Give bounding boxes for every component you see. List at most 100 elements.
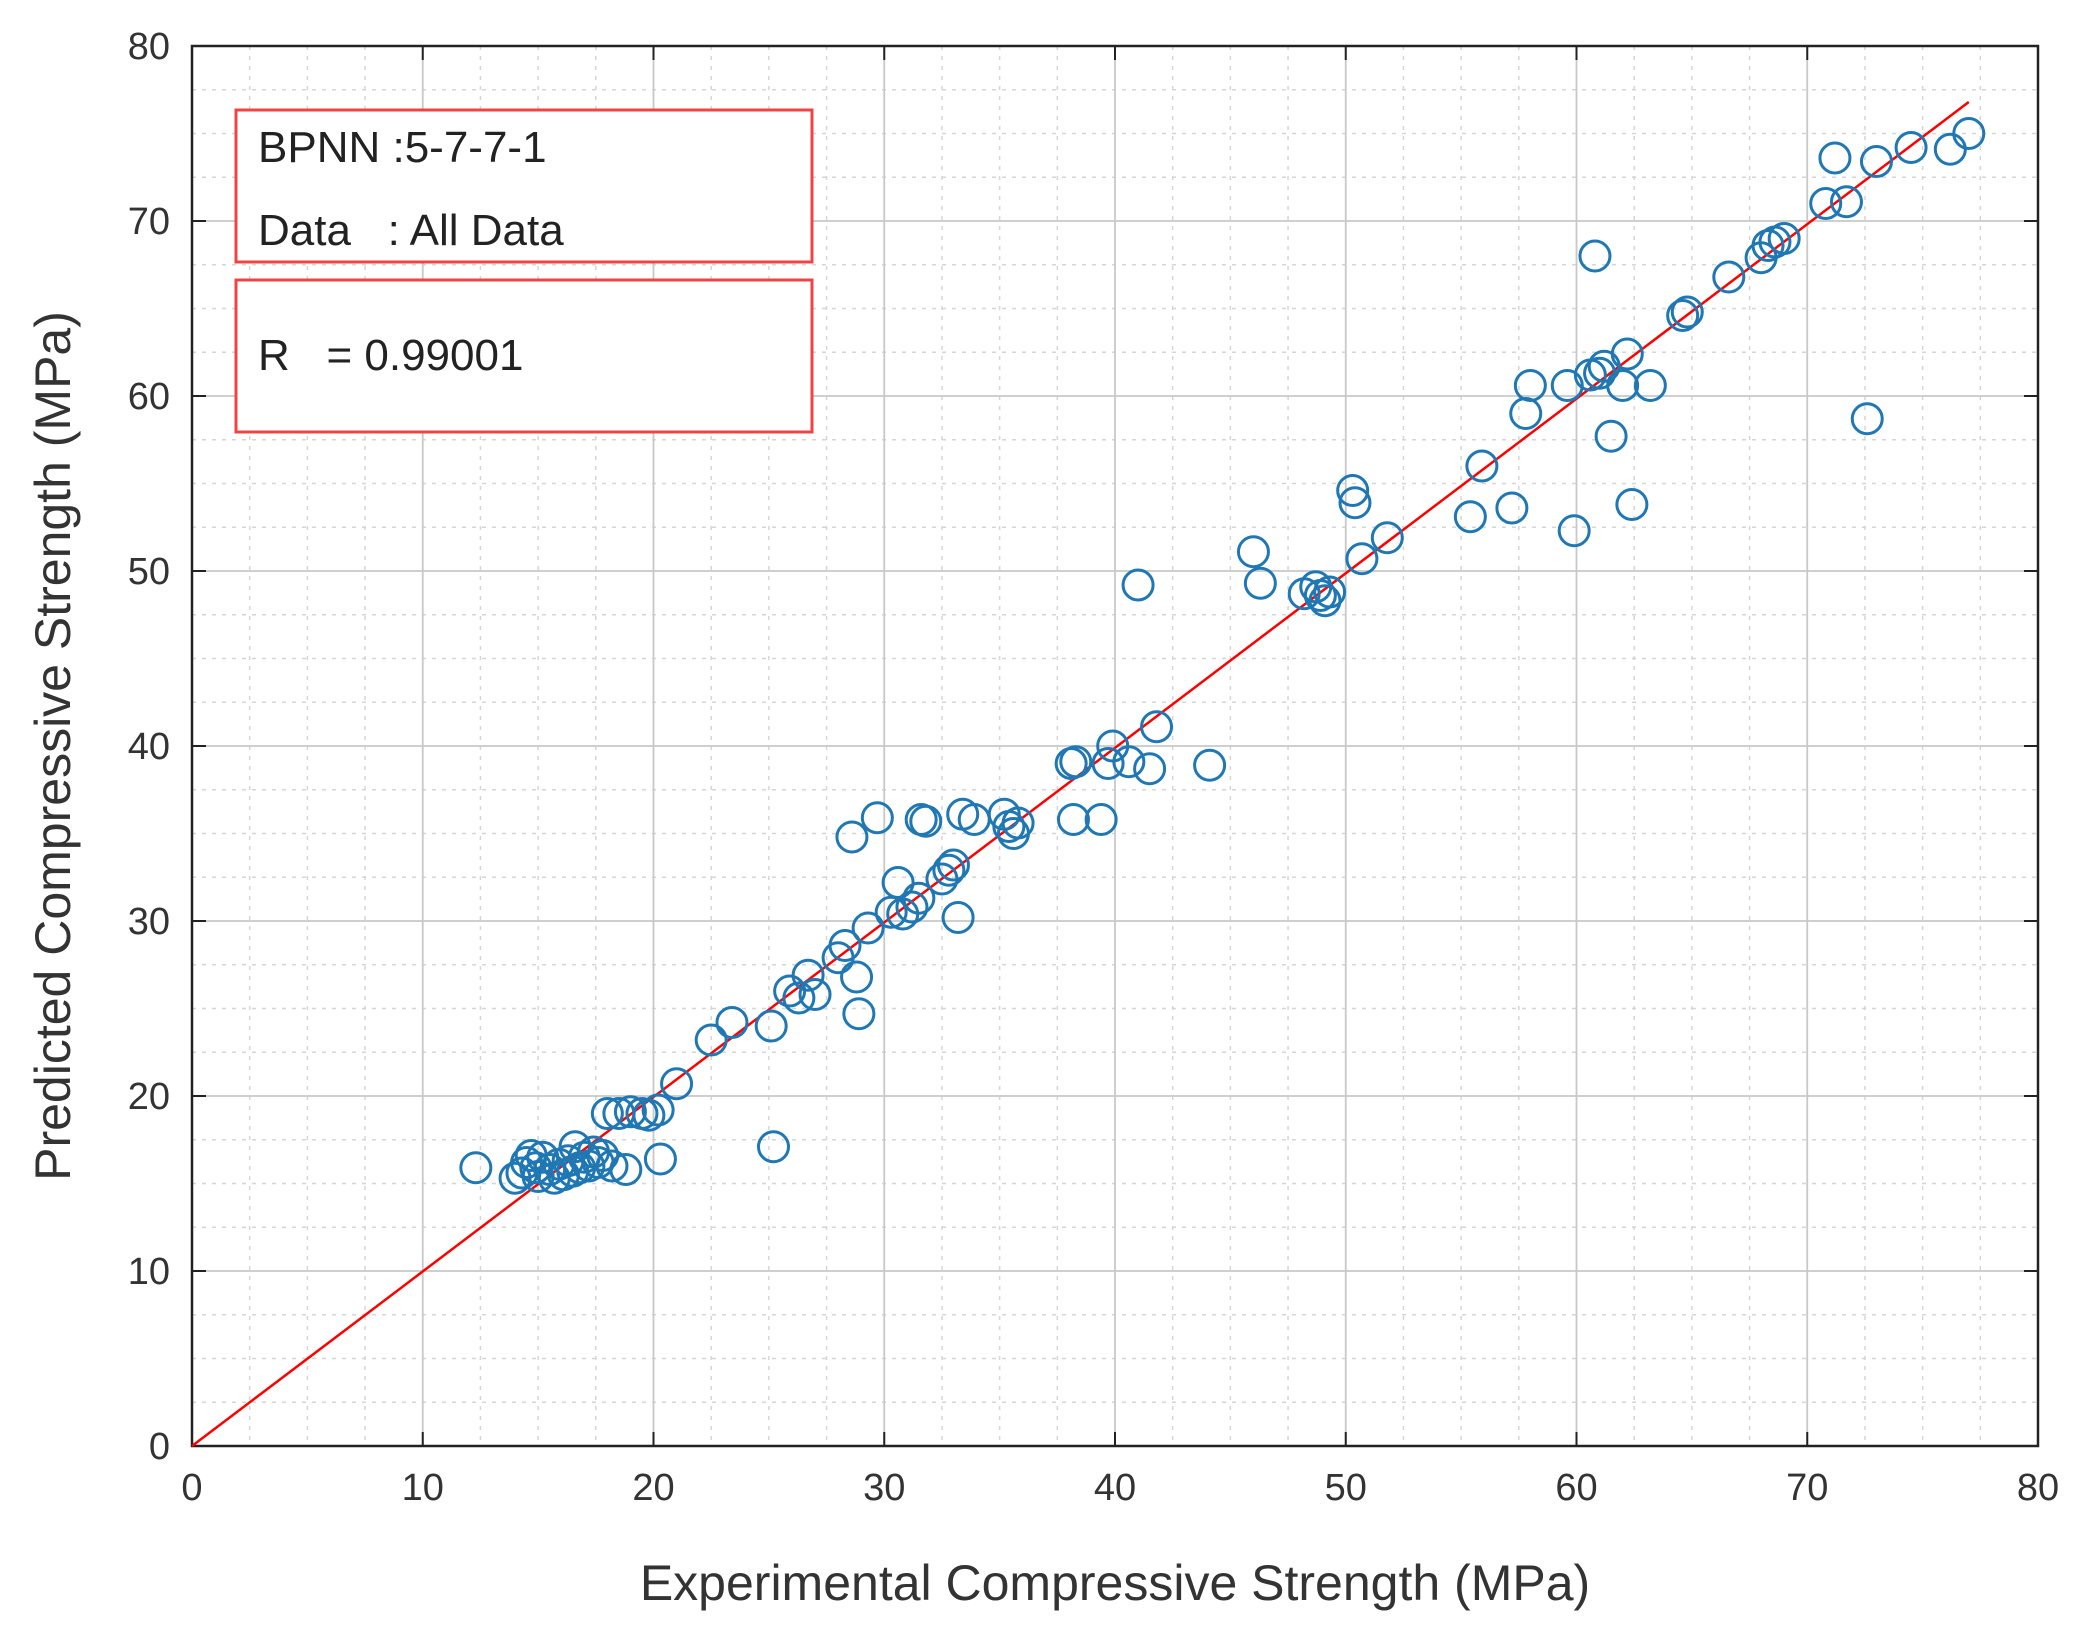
data-point: [1236, 535, 1270, 569]
x-tick-label: 30: [863, 1467, 905, 1509]
data-point: [941, 901, 975, 934]
data-point: [1606, 369, 1640, 402]
x-tick-label: 40: [1094, 1467, 1136, 1509]
y-tick-label: 40: [128, 726, 170, 768]
data-point: [828, 929, 862, 962]
data-point: [851, 911, 885, 945]
x-tick-label: 0: [181, 1467, 202, 1509]
y-tick-label: 50: [128, 551, 170, 593]
y-tick-label: 80: [128, 26, 170, 68]
data-point: [798, 978, 832, 1011]
data-point: [1465, 449, 1499, 483]
data-point: [1370, 521, 1404, 555]
data-point: [595, 1149, 629, 1183]
data-point: [1133, 752, 1167, 786]
data-point: [1140, 710, 1174, 744]
data-point: [1084, 803, 1118, 836]
data-point: [835, 820, 869, 854]
data-point: [660, 1067, 694, 1101]
data-label: Data : All Data: [258, 206, 564, 255]
x-tick-label: 10: [402, 1467, 444, 1509]
data-point: [791, 958, 825, 992]
data-point: [1859, 145, 1893, 178]
y-tick-label: 20: [128, 1076, 170, 1118]
y-tick-label: 0: [149, 1426, 170, 1468]
data-point: [1193, 748, 1227, 782]
data-point: [1610, 337, 1644, 371]
data-point: [1338, 486, 1372, 520]
data-point: [1313, 575, 1347, 609]
data-point: [895, 890, 929, 924]
y-tick-label: 30: [128, 901, 170, 943]
data-point: [1670, 295, 1704, 329]
data-point: [694, 1023, 728, 1057]
model-annotation-frame: [234, 108, 814, 264]
data-points: [459, 117, 1986, 1195]
data-point: [902, 881, 936, 915]
data-point: [1829, 185, 1863, 219]
y-tick-label: 60: [128, 376, 170, 418]
data-point: [1121, 568, 1155, 602]
x-tick-label: 80: [2017, 1467, 2059, 1509]
data-point: [459, 1151, 493, 1185]
x-tick-label: 20: [632, 1467, 674, 1509]
data-point: [756, 1130, 790, 1164]
data-point: [1336, 474, 1370, 507]
x-tick-label: 70: [1786, 1467, 1828, 1509]
x-tick-label: 60: [1555, 1467, 1597, 1509]
x-tick-labels: 0 10 20 30 40 50 60 70 80: [181, 1467, 2059, 1509]
data-point: [1578, 239, 1612, 273]
data-point: [1767, 222, 1801, 255]
x-axis-label: Experimental Compressive Strength (MPa): [640, 1555, 1590, 1611]
data-point: [1633, 369, 1667, 402]
data-point: [1850, 402, 1884, 436]
data-point: [1091, 747, 1125, 780]
data-point: [840, 960, 874, 994]
data-point: [1594, 419, 1628, 453]
data-point: [1615, 488, 1649, 521]
data-point: [881, 866, 915, 899]
model-annotation-box: BPNN :5-7-7-1 Data : All Data: [234, 108, 814, 264]
data-point: [1056, 803, 1090, 836]
r-annotation-box: R = 0.99001: [234, 278, 814, 434]
data-point: [782, 981, 816, 1015]
data-point: [1666, 299, 1700, 332]
data-point: [1059, 745, 1093, 779]
r-value-label: R = 0.99001: [258, 331, 523, 380]
data-point: [1712, 260, 1746, 294]
data-point: [1495, 491, 1529, 525]
data-point: [936, 848, 970, 882]
data-point: [1453, 500, 1487, 534]
data-point: [1243, 566, 1277, 600]
y-axis-label: Predicted Compressive Strength (MPa): [25, 311, 81, 1181]
data-point: [609, 1153, 643, 1186]
axis-ticks: [191, 45, 2039, 1447]
r-annotation-frame: [234, 278, 814, 434]
data-point: [754, 1009, 788, 1043]
data-point: [860, 801, 894, 835]
data-point: [842, 997, 876, 1031]
data-point: [1894, 131, 1928, 164]
y-tick-label: 10: [128, 1251, 170, 1293]
data-point: [643, 1142, 677, 1176]
data-point: [1513, 369, 1547, 402]
data-point: [632, 1098, 666, 1132]
data-point: [715, 1006, 749, 1039]
data-point: [1818, 141, 1852, 175]
model-label: BPNN :5-7-7-1: [258, 123, 547, 172]
data-point: [1557, 514, 1591, 548]
data-point: [1751, 229, 1785, 262]
data-point: [1550, 369, 1584, 402]
data-point: [613, 1095, 647, 1129]
x-tick-label: 50: [1325, 1467, 1367, 1509]
data-point: [641, 1093, 675, 1127]
y-tick-labels: 0 10 20 30 40 50 60 70 80: [128, 26, 170, 1468]
y-tick-label: 70: [128, 201, 170, 243]
data-point: [1345, 542, 1379, 576]
data-point: [1952, 117, 1986, 150]
data-point: [1001, 806, 1035, 840]
data-point: [590, 1097, 624, 1130]
data-point: [932, 853, 966, 887]
data-point: [1809, 187, 1843, 220]
